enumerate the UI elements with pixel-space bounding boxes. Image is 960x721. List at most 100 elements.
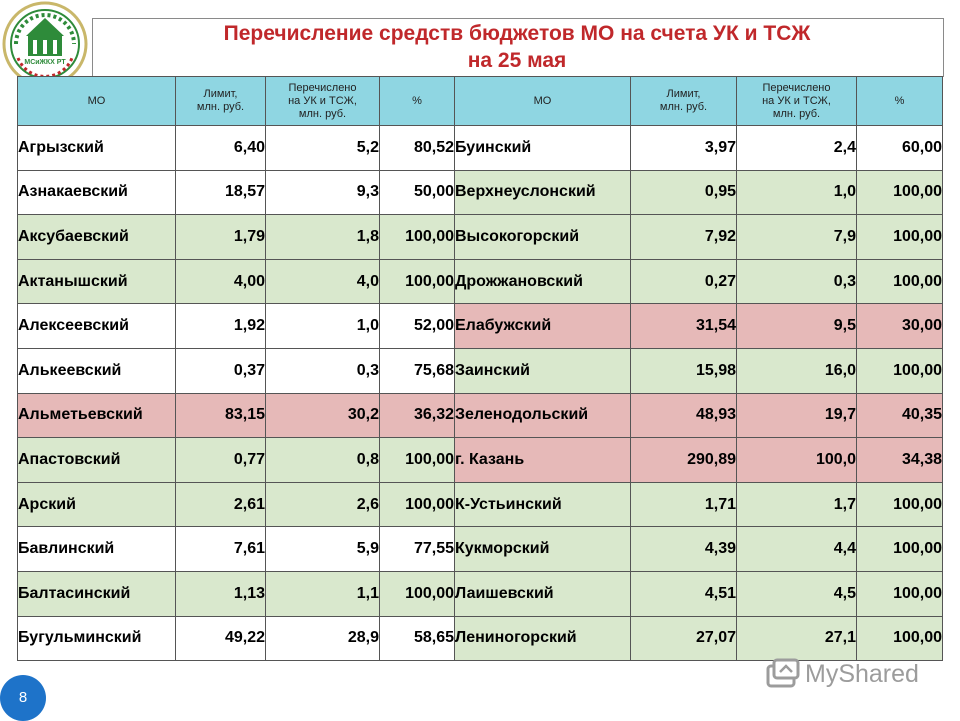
header-percent-left: % <box>379 76 455 126</box>
right-percent-cell: 34,38 <box>856 437 943 483</box>
right-percent-cell: 100,00 <box>856 615 943 662</box>
page-number-badge: 8 <box>0 675 46 721</box>
right-limit-cell: 15,98 <box>630 347 737 394</box>
ministry-emblem-icon: МСиЖКХ РТ <box>0 0 90 88</box>
left-name-cell: Балтасинский <box>17 570 176 617</box>
right-name-cell: Высокогорский <box>454 214 631 260</box>
left-percent-cell: 100,00 <box>379 214 455 260</box>
left-transferred-cell: 0,8 <box>265 437 380 483</box>
right-limit-cell: 7,92 <box>630 214 737 260</box>
right-name-cell: Верхнеуслонский <box>454 169 631 216</box>
right-name-cell: Елабужский <box>454 303 631 349</box>
right-transferred-cell: 1,7 <box>736 481 857 528</box>
left-transferred-cell: 1,0 <box>265 303 380 349</box>
table-row: Апастовский 0,77 0,8 100,00 г. Казань 290,89 1… <box>17 437 943 483</box>
left-transferred-cell: 2,6 <box>265 481 380 528</box>
right-limit-cell: 0,27 <box>630 258 737 305</box>
right-limit-cell: 1,71 <box>630 481 737 528</box>
left-name-cell: Аксубаевский <box>17 214 176 260</box>
right-percent-cell: 100,00 <box>856 347 943 394</box>
left-limit-cell: 83,15 <box>175 392 266 439</box>
watermark-text: MyShared <box>805 659 919 688</box>
left-name-cell: Апастовский <box>17 437 176 483</box>
left-name-cell: Альметьевский <box>17 392 176 439</box>
table-row: Алексеевский 1,92 1,0 52,00 Елабужский 31,54 9… <box>17 303 943 349</box>
right-name-cell: Зеленодольский <box>454 392 631 439</box>
table-row: Аксубаевский 1,79 1,8 100,00 Высокогорский 7,… <box>17 214 943 260</box>
table-row: Балтасинский 1,13 1,1 100,00 Лаишевский 4,51 4… <box>17 570 943 617</box>
left-transferred-cell: 30,2 <box>265 392 380 439</box>
right-transferred-cell: 2,4 <box>736 125 857 171</box>
header-transferred-left: Перечислено на УК и ТСЖ, млн. руб. <box>265 76 380 126</box>
left-percent-cell: 75,68 <box>379 347 455 394</box>
right-limit-cell: 4,51 <box>630 570 737 617</box>
right-limit-cell: 4,39 <box>630 526 737 572</box>
left-name-cell: Бавлинский <box>17 526 176 572</box>
header-mo-left: МО <box>17 76 176 126</box>
right-transferred-cell: 4,5 <box>736 570 857 617</box>
left-limit-cell: 7,61 <box>175 526 266 572</box>
right-transferred-cell: 0,3 <box>736 258 857 305</box>
table-row: Азнакаевский 18,57 9,3 50,00 Верхнеуслонский… <box>17 169 943 216</box>
right-limit-cell: 0,95 <box>630 169 737 216</box>
left-name-cell: Азнакаевский <box>17 169 176 216</box>
left-name-cell: Агрызский <box>17 125 176 171</box>
left-percent-cell: 77,55 <box>379 526 455 572</box>
left-transferred-cell: 0,3 <box>265 347 380 394</box>
left-limit-cell: 1,13 <box>175 570 266 617</box>
right-name-cell: Лениногорский <box>454 615 631 662</box>
left-name-cell: Алькеевский <box>17 347 176 394</box>
left-transferred-cell: 9,3 <box>265 169 380 216</box>
left-transferred-cell: 4,0 <box>265 258 380 305</box>
table-row: Бугульминский 49,22 28,9 58,65 Лениногорский… <box>17 615 943 662</box>
right-percent-cell: 100,00 <box>856 481 943 528</box>
header-mo-right: МО <box>454 76 631 126</box>
budget-transfer-table: МО Лимит, млн. руб. Перечислено на УК и … <box>17 76 943 662</box>
table-row: Алькеевский 0,37 0,3 75,68 Заинский 15,98 16,0… <box>17 347 943 394</box>
right-limit-cell: 31,54 <box>630 303 737 349</box>
right-name-cell: Кукморский <box>454 526 631 572</box>
title-line-2: на 25 мая <box>467 49 567 72</box>
left-percent-cell: 52,00 <box>379 303 455 349</box>
right-transferred-cell: 16,0 <box>736 347 857 394</box>
left-percent-cell: 80,52 <box>379 125 455 171</box>
left-name-cell: Бугульминский <box>17 615 176 662</box>
page-title: Перечисление средств бюджетов МО на счет… <box>92 20 942 74</box>
right-percent-cell: 30,00 <box>856 303 943 349</box>
header-transferred-right: Перечислено на УК и ТСЖ, млн. руб. <box>736 76 857 126</box>
right-name-cell: Дрожжановский <box>454 258 631 305</box>
right-transferred-cell: 100,0 <box>736 437 857 483</box>
right-limit-cell: 48,93 <box>630 392 737 439</box>
table-row: Альметьевский 83,15 30,2 36,32 Зеленодольски… <box>17 392 943 439</box>
left-limit-cell: 4,00 <box>175 258 266 305</box>
right-transferred-cell: 19,7 <box>736 392 857 439</box>
right-name-cell: К-Устьинский <box>454 481 631 528</box>
left-transferred-cell: 5,2 <box>265 125 380 171</box>
left-transferred-cell: 1,1 <box>265 570 380 617</box>
header-limit-left: Лимит, млн. руб. <box>175 76 266 126</box>
left-limit-cell: 49,22 <box>175 615 266 662</box>
title-line-1: Перечисление средств бюджетов МО на счет… <box>223 22 811 45</box>
right-percent-cell: 100,00 <box>856 526 943 572</box>
left-limit-cell: 1,79 <box>175 214 266 260</box>
right-percent-cell: 100,00 <box>856 570 943 617</box>
right-name-cell: Заинский <box>454 347 631 394</box>
left-name-cell: Алексеевский <box>17 303 176 349</box>
left-percent-cell: 100,00 <box>379 258 455 305</box>
header-limit-right: Лимит, млн. руб. <box>630 76 737 126</box>
right-name-cell: Буинский <box>454 125 631 171</box>
left-percent-cell: 100,00 <box>379 437 455 483</box>
right-transferred-cell: 9,5 <box>736 303 857 349</box>
right-limit-cell: 27,07 <box>630 615 737 662</box>
right-percent-cell: 40,35 <box>856 392 943 439</box>
logo-text: МСиЖКХ РТ <box>24 59 66 66</box>
right-limit-cell: 290,89 <box>630 437 737 483</box>
left-limit-cell: 0,37 <box>175 347 266 394</box>
right-transferred-cell: 7,9 <box>736 214 857 260</box>
left-name-cell: Арский <box>17 481 176 528</box>
title-frame <box>92 18 944 77</box>
table-row: Агрызский 6,40 5,2 80,52 Буинский 3,97 2,4 60,0… <box>17 125 943 171</box>
right-percent-cell: 100,00 <box>856 214 943 260</box>
header-percent-right: % <box>856 76 943 126</box>
right-transferred-cell: 27,1 <box>736 615 857 662</box>
